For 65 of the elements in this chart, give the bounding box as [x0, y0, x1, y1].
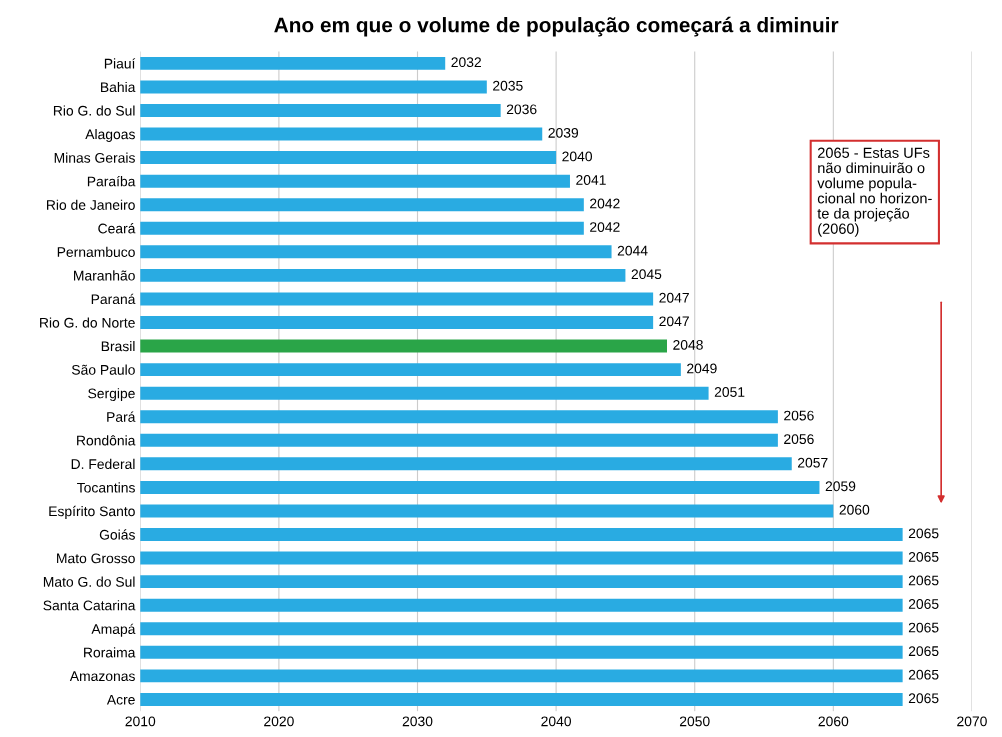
data-label: 2045 [631, 269, 662, 280]
data-label: 2065 [908, 693, 939, 704]
data-label: 2047 [659, 316, 689, 327]
y-tick-label: Pernambuco [57, 246, 135, 257]
x-tick-label: 2060 [818, 716, 849, 727]
y-tick-label: Goiás [99, 529, 135, 540]
data-label: 2036 [506, 104, 537, 115]
data-label: 2049 [687, 363, 717, 374]
x-tick-label: 2030 [402, 716, 433, 727]
x-tick-label: 2050 [679, 716, 710, 727]
y-tick-label: Maranhão [74, 270, 135, 281]
data-label: 2041 [576, 175, 606, 185]
y-tick-label: Paraná [91, 293, 136, 305]
y-tick-label: Sergipe [88, 388, 135, 402]
data-label: 2035 [493, 80, 523, 91]
y-tick-label: Alagoas [85, 129, 135, 142]
data-label: 2042 [590, 198, 620, 209]
y-tick-label: D. Federal [71, 458, 135, 470]
y-tick-label: Roraima [84, 647, 136, 658]
x-tick-label: 2040 [541, 716, 572, 727]
y-tick-label: Ceará [98, 223, 136, 234]
data-label: 2057 [798, 457, 828, 468]
y-tick-label: Rio G. do Norte [40, 317, 135, 328]
y-tick-label: Tocantins [77, 482, 135, 493]
x-tick-label: 2070 [957, 716, 987, 727]
data-label: 2048 [673, 339, 703, 350]
data-label: 2065 [908, 599, 939, 609]
y-tick-label: Amapá [91, 623, 136, 637]
annotation: 2065 - Estas UFs não diminuirão o volume popula- cional no horizon- te da projeção (2060) [817, 147, 932, 237]
y-tick-label: Minas Gerais [54, 152, 135, 163]
y-tick-label: Amazonas [69, 671, 135, 682]
data-label: 2065 [908, 646, 939, 657]
data-label: 2059 [825, 481, 856, 492]
data-label: 2056 [784, 434, 814, 445]
x-tick-label: 2010 [125, 716, 156, 727]
y-tick-label: Paraíba [87, 175, 136, 187]
data-label: 2065 [908, 551, 939, 562]
chart-title: Ano em que o volume de população começará a diminuir [274, 16, 839, 37]
data-label: 2060 [839, 504, 870, 515]
y-tick-label: Rio G. do Sul [53, 105, 135, 116]
y-tick-label: Acre [106, 694, 135, 705]
y-tick-label: Piauí [104, 58, 136, 69]
data-label: 2065 [908, 528, 939, 539]
y-tick-label: Brasil [101, 341, 135, 352]
data-label: 2056 [784, 410, 814, 421]
x-tick-label: 2020 [264, 716, 294, 727]
data-label: 2051 [714, 387, 745, 397]
y-tick-label: Santa Catarina [43, 600, 136, 611]
y-tick-label: Rio de Janeiro [47, 199, 135, 210]
data-label: 2065 [908, 622, 939, 633]
data-label: 2065 [908, 575, 939, 586]
data-label: 2032 [451, 57, 481, 68]
data-label: 2042 [590, 222, 620, 232]
y-tick-label: São Paulo [71, 364, 135, 375]
data-label: 2039 [548, 127, 579, 138]
data-label: 2047 [659, 292, 689, 303]
y-tick-label: Pará [107, 411, 136, 422]
data-label: 2065 [908, 669, 939, 680]
y-tick-label: Rondônia [77, 435, 136, 446]
y-tick-label: Mato G. do Sul [43, 576, 135, 587]
data-label: 2044 [617, 245, 648, 256]
y-tick-label: Espírito Santo [49, 505, 135, 519]
y-tick-label: Bahia [101, 81, 136, 93]
data-label: 2040 [562, 151, 593, 162]
y-tick-label: Mato Grosso [57, 553, 135, 564]
